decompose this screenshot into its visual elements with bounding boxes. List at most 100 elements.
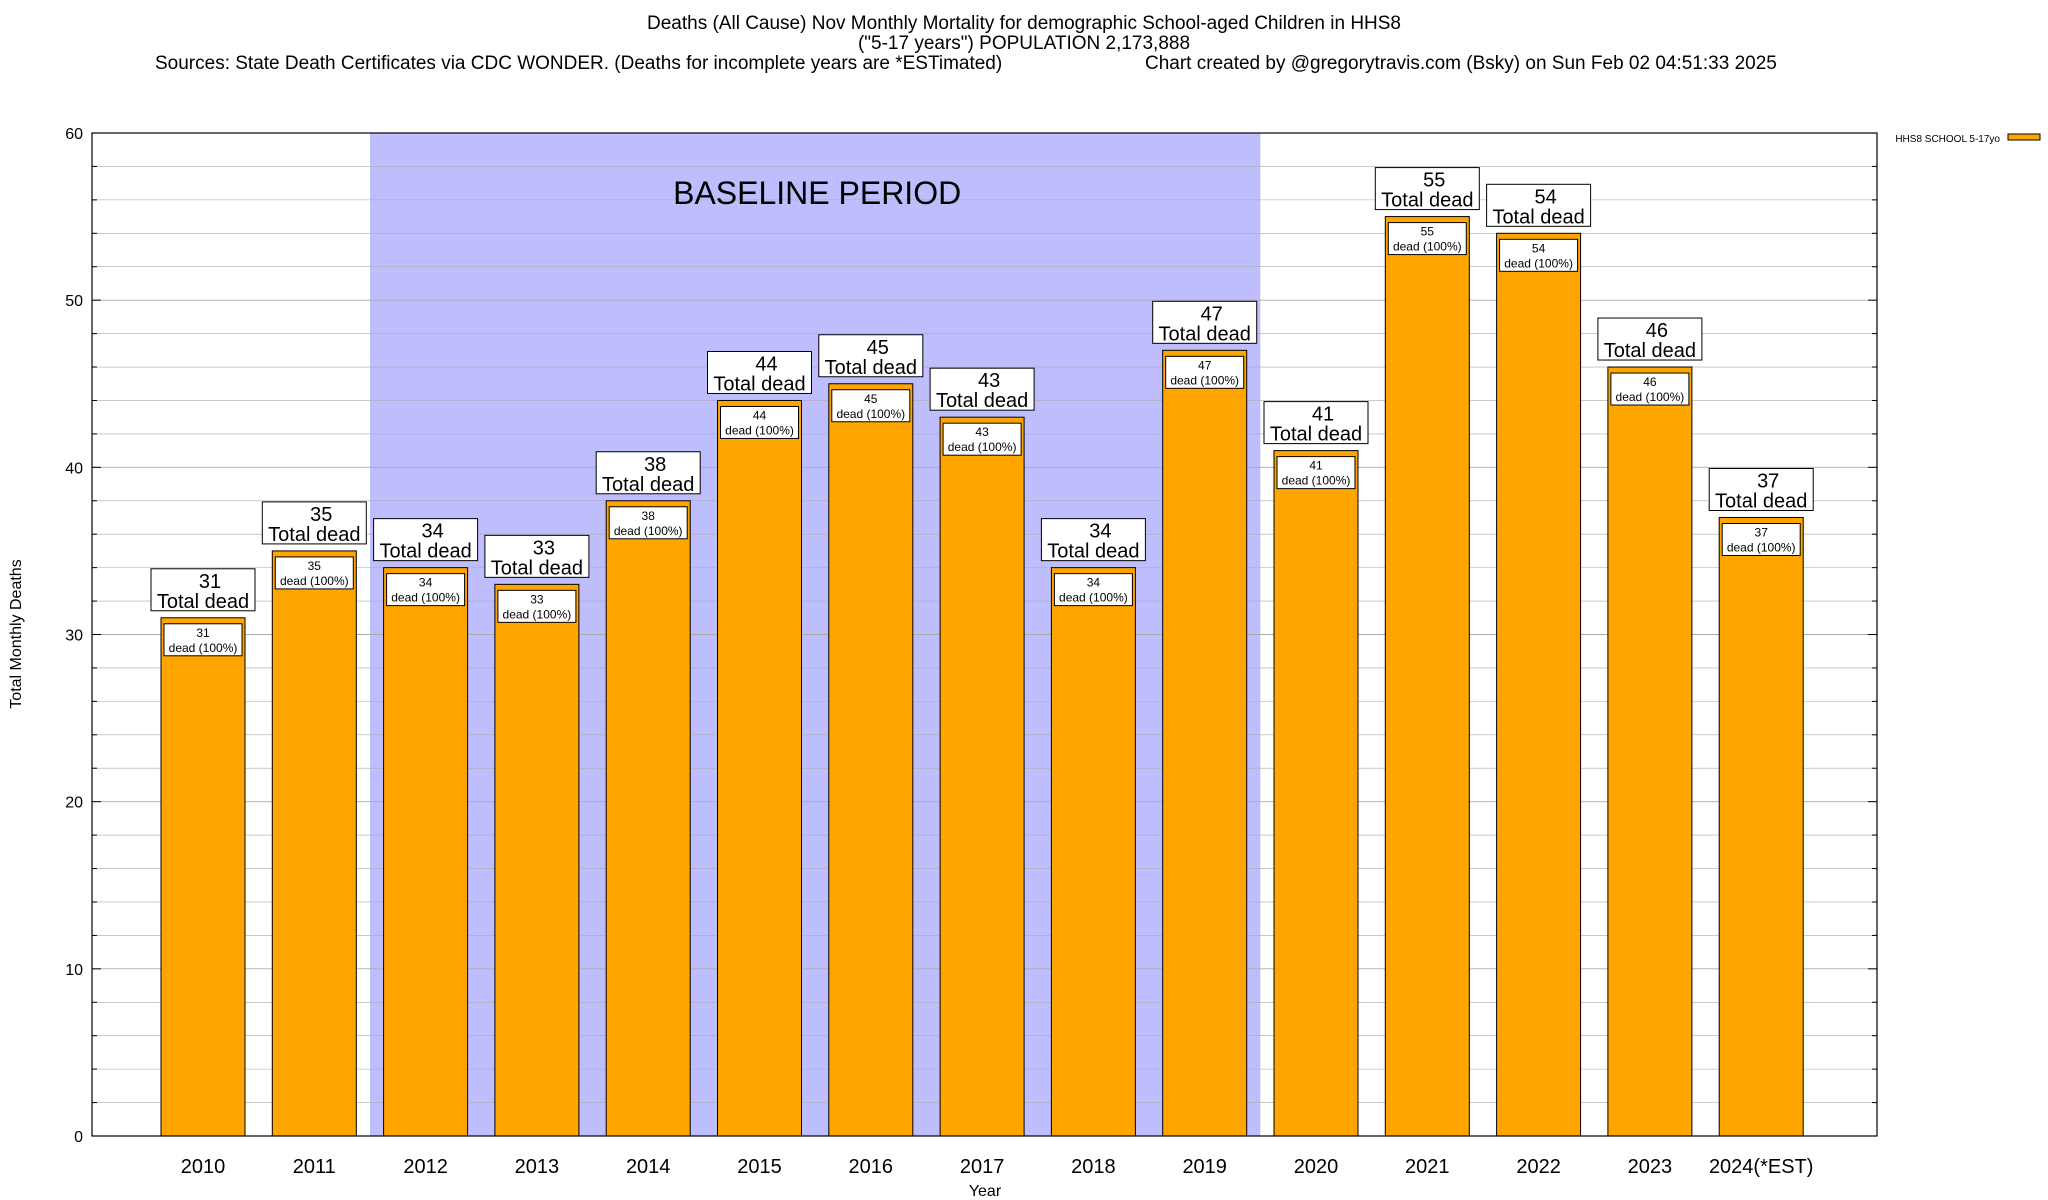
inner-dead-label: dead (100%) [1727,540,1796,554]
x-tick-label: 2016 [849,1156,894,1178]
bar [605,500,691,1137]
inner-value-label: 33 [530,592,544,606]
total-label-box [707,350,812,394]
total-dead-label: Total dead [1381,190,1473,212]
title-line-1: Deaths (All Cause) Nov Monthly Mortality… [647,13,1401,34]
bar [494,583,580,1137]
total-dead-label: Total dead [268,524,360,546]
inner-value-label: 44 [753,408,767,422]
y-tick-label: 10 [65,962,83,979]
bar [1384,216,1470,1137]
inner-dead-label: dead (100%) [1059,591,1128,605]
inner-label-box [720,405,799,439]
total-value-label: 41 [1312,404,1334,426]
bar [1607,366,1693,1137]
inner-value-label: 43 [975,425,989,439]
x-tick-label: 2018 [1071,1156,1116,1178]
total-label-box [1152,300,1258,344]
y-axis-label: Total Monthly Deaths [8,559,25,708]
inner-value-label: 38 [642,509,656,523]
inner-dead-label: dead (100%) [725,423,794,437]
bar [160,617,246,1137]
inner-label-box [1610,372,1690,406]
inner-label-box [1165,355,1245,389]
y-tick-label: 50 [65,293,83,310]
total-label-box [1040,518,1146,562]
x-tick-label: 2022 [1516,1156,1561,1178]
inner-value-label: 54 [1532,241,1546,255]
inner-label-box [163,623,243,657]
total-value-label: 47 [1201,303,1223,325]
inner-dead-label: dead (100%) [1504,256,1573,270]
total-label-box [373,518,479,562]
x-tick-label: 2015 [737,1156,782,1178]
inner-dead-label: dead (100%) [391,591,460,605]
chart-title: Deaths (All Cause) Nov Monthly Mortality… [0,14,2048,54]
bar [1162,349,1248,1137]
bar [717,399,802,1137]
inner-dead-label: dead (100%) [280,574,349,588]
credit-note: Chart created by @gregorytravis.com (Bsk… [1145,53,1777,74]
inner-dead-label: dead (100%) [948,440,1017,454]
inner-value-label: 47 [1198,358,1212,372]
inner-label-box [1053,573,1133,607]
inner-dead-label: dead (100%) [1170,373,1239,387]
inner-dead-label: dead (100%) [1616,390,1685,404]
y-tick-label: 60 [65,126,83,143]
x-tick-label: 2014 [626,1156,671,1178]
inner-label-box [1721,522,1801,556]
total-value-label: 43 [978,370,1000,392]
x-tick-label: 2010 [181,1156,226,1178]
inner-label-box [1276,456,1356,490]
total-label-box [929,367,1035,411]
total-dead-label: Total dead [1492,206,1584,228]
inner-label-box [274,556,354,590]
total-dead-label: Total dead [1047,541,1139,563]
total-value-label: 33 [533,537,555,559]
inner-value-label: 34 [419,576,433,590]
inner-label-box [831,389,911,423]
total-value-label: 45 [867,337,889,359]
legend: HHS8 SCHOOL 5-17yo [1895,133,2041,145]
x-tick-label: 2021 [1405,1156,1450,1178]
inner-value-label: 34 [1087,576,1101,590]
x-tick-label: 2019 [1182,1156,1227,1178]
plot-border [91,132,1878,1137]
bar [383,567,469,1137]
baseline-period-label: BASELINE PERIOD [673,175,961,211]
inner-value-label: 31 [196,626,210,640]
inner-dead-label: dead (100%) [614,524,683,538]
total-dead-label: Total dead [1159,323,1251,345]
inner-dead-label: dead (100%) [836,407,905,421]
total-value-label: 35 [310,504,332,526]
inner-value-label: 41 [1309,459,1323,473]
bar [939,416,1025,1137]
total-label-box [1486,183,1592,227]
x-axis-label: Year [969,1183,1002,1200]
total-label-box [1708,467,1814,511]
inner-value-label: 46 [1643,375,1657,389]
inner-dead-label: dead (100%) [1393,240,1462,254]
y-tick-label: 20 [65,795,83,812]
inner-dead-label: dead (100%) [1282,474,1351,488]
x-tick-label: 2012 [403,1156,448,1178]
total-label-box [595,451,701,495]
inner-label-box [497,589,577,623]
total-value-label: 31 [199,571,221,593]
total-value-label: 38 [644,454,666,476]
title-line-2: ("5-17 years") POPULATION 2,173,888 [857,33,1191,54]
total-dead-label: Total dead [157,591,249,613]
bar [1496,232,1582,1137]
